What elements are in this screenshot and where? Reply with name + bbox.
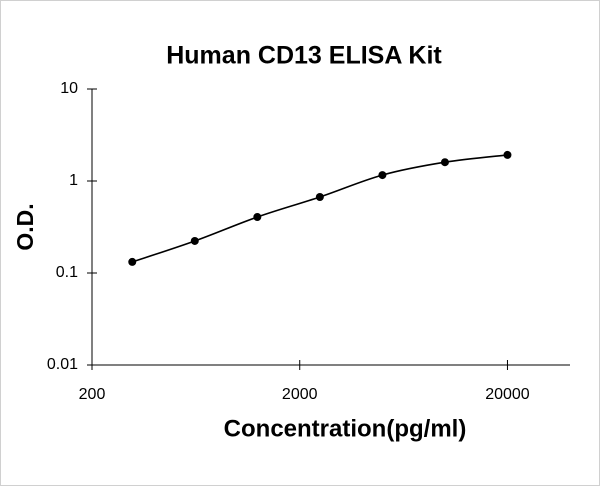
data-point — [378, 171, 387, 180]
data-point — [253, 213, 262, 222]
data-point — [503, 150, 512, 159]
y-tick-label: 0.01 — [47, 356, 78, 373]
x-axis-label: Concentration(pg/ml) — [224, 415, 467, 442]
y-tick-label: 10 — [60, 80, 78, 97]
data-point — [315, 193, 324, 202]
data-point — [440, 158, 449, 167]
y-axis-label: O.D. — [12, 203, 38, 250]
y-tick-label: 0.1 — [56, 264, 78, 281]
chart-title: Human CD13 ELISA Kit — [166, 42, 442, 70]
x-tick-label: 20000 — [485, 386, 530, 403]
data-point — [190, 236, 199, 245]
x-tick-label: 2000 — [282, 386, 318, 403]
y-tick-label: 1 — [69, 172, 78, 189]
x-tick-label: 200 — [79, 386, 106, 403]
data-point — [128, 257, 137, 266]
